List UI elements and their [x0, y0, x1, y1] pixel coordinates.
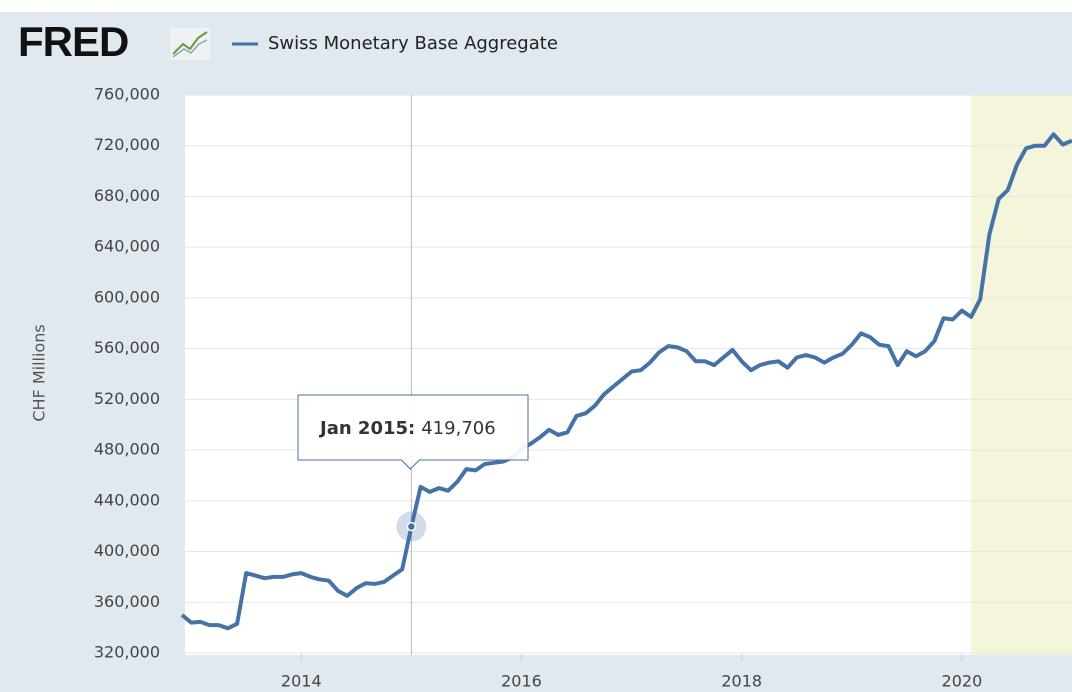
tooltip-value: 419,706: [421, 418, 495, 439]
y-tick-label: 680,000: [94, 186, 160, 205]
y-tick-label: 360,000: [94, 592, 160, 611]
logo: FRED: [18, 18, 128, 65]
series-line: [180, 132, 1072, 631]
y-axis-label: CHF Millions: [30, 324, 49, 421]
y-tick-label: 440,000: [94, 490, 160, 509]
hover-point: [406, 521, 417, 532]
y-tick-label: 400,000: [94, 541, 160, 560]
logo-icon: [170, 28, 210, 60]
tooltip-box: [297, 394, 529, 470]
y-tick-label: 480,000: [94, 440, 160, 459]
tooltip: Jan 2015: 419,706: [297, 394, 529, 470]
y-tick-label: 720,000: [94, 135, 160, 154]
x-tick-label: 2014: [281, 672, 322, 691]
x-tick-label: 2018: [721, 672, 762, 691]
y-tick-label: 640,000: [94, 237, 160, 256]
y-tick-label: 560,000: [94, 338, 160, 357]
y-tick-label: 760,000: [94, 85, 160, 104]
legend-label: Swiss Monetary Base Aggregate: [268, 33, 558, 54]
x-tick-label: 2016: [501, 672, 542, 691]
tooltip-text: Jan 2015: 419,706: [318, 418, 496, 439]
y-tick-label: 600,000: [94, 287, 160, 306]
tooltip-date: Jan 2015:: [318, 418, 415, 439]
recession-shade: [971, 95, 1072, 655]
x-tick-label: 2020: [942, 672, 983, 691]
y-tick-label: 320,000: [94, 643, 160, 662]
y-tick-label: 520,000: [94, 389, 160, 408]
